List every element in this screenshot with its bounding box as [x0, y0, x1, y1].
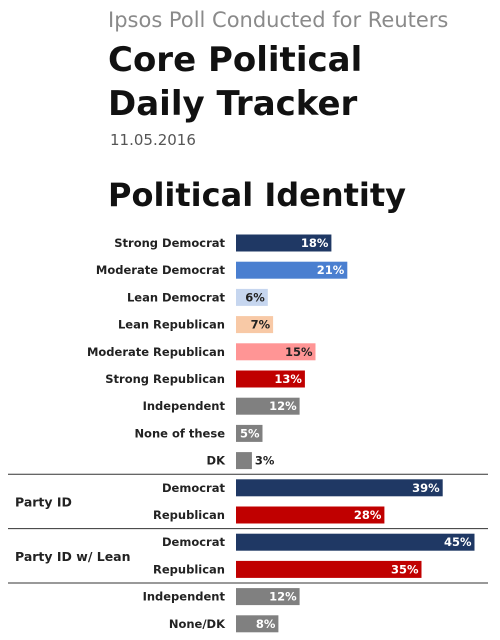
- category-label: Lean Democrat: [127, 290, 226, 304]
- data-label: 21%: [317, 263, 345, 277]
- category-label: Independent: [143, 590, 226, 604]
- data-label: 3%: [255, 454, 275, 468]
- data-label: 39%: [412, 481, 440, 495]
- data-label: 12%: [269, 399, 297, 413]
- bar: [236, 588, 300, 606]
- category-label: Republican: [153, 562, 225, 576]
- data-label: 35%: [391, 562, 419, 576]
- page-title-line-1: Core Political: [108, 40, 363, 80]
- bar: [236, 288, 268, 306]
- category-label: Republican: [153, 508, 225, 522]
- bar: [236, 560, 422, 578]
- data-label: 8%: [256, 617, 276, 631]
- category-label: Moderate Democrat: [96, 263, 226, 277]
- bar: [236, 479, 443, 497]
- category-label: Lean Republican: [118, 318, 225, 332]
- header-subtitle: Ipsos Poll Conducted for Reuters: [108, 8, 449, 32]
- category-label: Strong Democrat: [114, 236, 225, 250]
- data-label: 6%: [245, 290, 265, 304]
- report-date: 11.05.2016: [110, 131, 196, 149]
- bar: [236, 533, 475, 551]
- bar: [236, 615, 279, 633]
- bar: [236, 316, 274, 334]
- page-title-line-2: Daily Tracker: [108, 84, 358, 124]
- data-label: 13%: [274, 372, 302, 386]
- category-label: DK: [207, 454, 227, 468]
- category-label: Strong Republican: [105, 372, 225, 386]
- page-title: Core Political Daily Tracker: [108, 38, 488, 126]
- data-label: 18%: [301, 236, 329, 250]
- category-label: None/DK: [169, 617, 226, 631]
- bar: [236, 452, 252, 470]
- category-label: None of these: [134, 426, 225, 440]
- data-label: 15%: [285, 345, 313, 359]
- bar: [236, 234, 332, 252]
- data-label: 12%: [269, 590, 297, 604]
- bar: [236, 424, 263, 442]
- category-label: Democrat: [162, 535, 225, 549]
- bar: [236, 506, 385, 524]
- group-label: Party ID w/ Lean: [15, 549, 131, 564]
- category-label: Democrat: [162, 481, 225, 495]
- group-label: Party ID: [15, 494, 72, 509]
- bar: [236, 370, 305, 388]
- bar: [236, 261, 348, 279]
- category-label: Independent: [143, 399, 226, 413]
- data-label: 7%: [251, 318, 271, 332]
- data-label: 45%: [444, 535, 472, 549]
- bar: [236, 397, 300, 415]
- data-label: 28%: [354, 508, 382, 522]
- bar: [236, 343, 316, 361]
- data-label: 5%: [240, 426, 260, 440]
- category-label: Moderate Republican: [87, 345, 225, 359]
- chart-title: Political Identity: [108, 176, 407, 214]
